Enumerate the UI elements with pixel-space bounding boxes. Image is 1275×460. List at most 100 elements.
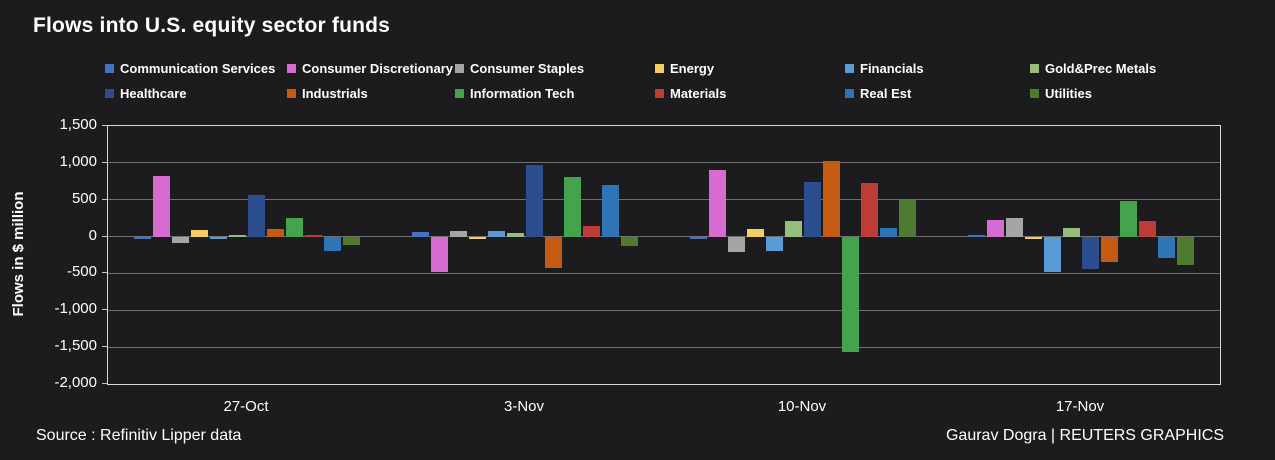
source-text: Source : Refinitiv Lipper data — [36, 427, 242, 444]
legend-swatch-utilities — [1030, 89, 1039, 98]
gridline-500 — [108, 199, 1220, 201]
gridline-1000 — [108, 162, 1220, 164]
bar-communication-services-10-nov — [690, 236, 707, 239]
y-tick-label--500: -500 — [66, 263, 97, 281]
bar-information-tech-3-nov — [564, 176, 581, 237]
page-title: Flows into U.S. equity sector funds — [33, 14, 391, 37]
legend-swatch-information-tech — [455, 89, 464, 98]
legend-label-healthcare: Healthcare — [120, 86, 187, 101]
legend-item-gold-prec-metals: Gold&Prec Metals — [1030, 61, 1156, 76]
bar-utilities-10-nov — [899, 200, 916, 237]
y-tick-label-1500: 1,500 — [59, 116, 97, 133]
legend-label-utilities: Utilities — [1045, 86, 1092, 101]
bar-real-est-3-nov — [602, 185, 619, 237]
bar-communication-services-27-oct — [134, 236, 151, 239]
y-tick-mark--1500 — [102, 346, 107, 348]
bar-financials-27-oct — [210, 236, 227, 239]
legend-item-materials: Materials — [655, 86, 726, 101]
legend-swatch-communication-services — [105, 64, 114, 73]
legend-label-gold-prec-metals: Gold&Prec Metals — [1045, 61, 1157, 76]
bar-consumer-staples-17-nov — [1006, 217, 1023, 237]
bar-real-est-10-nov — [880, 227, 897, 237]
gridline--1500 — [108, 346, 1220, 348]
legend-label-financials: Financials — [860, 61, 924, 76]
bar-financials-10-nov — [766, 236, 783, 251]
y-tick-mark-1500 — [102, 125, 107, 126]
bar-gold-prec-metals-3-nov — [507, 232, 524, 237]
bar-information-tech-10-nov — [842, 236, 859, 352]
legend-swatch-financials — [845, 64, 854, 73]
bar-communication-services-3-nov — [412, 232, 429, 237]
legend-swatch-consumer-staples — [455, 64, 464, 73]
y-tick-mark--2000 — [102, 383, 107, 384]
gridline--1000 — [108, 309, 1220, 311]
bar-industrials-17-nov — [1101, 236, 1118, 262]
gridline--500 — [108, 272, 1220, 274]
bar-energy-27-oct — [191, 229, 208, 237]
bar-consumer-discretionary-17-nov — [987, 220, 1004, 237]
bar-materials-17-nov — [1139, 221, 1156, 237]
bar-energy-17-nov — [1025, 236, 1042, 239]
bar-materials-10-nov — [861, 182, 878, 237]
legend-item-industrials: Industrials — [287, 86, 368, 101]
legend-label-real-est: Real Est — [860, 86, 912, 101]
legend-item-healthcare: Healthcare — [105, 86, 186, 101]
credit-text: Gaurav Dogra | REUTERS GRAPHICS — [945, 427, 1224, 444]
bar-consumer-staples-10-nov — [728, 236, 745, 253]
legend-label-energy: Energy — [670, 61, 715, 76]
legend-item-consumer-discretionary: Consumer Discretionary — [287, 61, 453, 76]
bar-healthcare-3-nov — [526, 164, 543, 237]
bar-healthcare-10-nov — [804, 181, 821, 237]
bar-consumer-discretionary-27-oct — [153, 176, 170, 237]
legend-item-energy: Energy — [655, 61, 714, 76]
y-tick-label--1000: -1,000 — [54, 300, 97, 318]
y-tick-mark-0 — [102, 235, 107, 237]
y-tick-mark--1000 — [102, 309, 107, 311]
bar-gold-prec-metals-27-oct — [229, 234, 246, 237]
bar-consumer-discretionary-3-nov — [431, 236, 448, 272]
bar-consumer-staples-3-nov — [450, 231, 467, 237]
bar-energy-10-nov — [747, 228, 764, 237]
legend-item-consumer-staples: Consumer Staples — [455, 61, 584, 76]
legend-swatch-energy — [655, 64, 664, 73]
legend-item-real-est: Real Est — [845, 86, 911, 101]
y-tick-label--1500: -1,500 — [54, 337, 97, 355]
x-axis-label-27-oct: 27-Oct — [223, 398, 269, 415]
bar-utilities-3-nov — [621, 236, 638, 247]
bar-financials-3-nov — [488, 230, 505, 237]
y-tick-label-0: 0 — [88, 226, 97, 244]
legend-label-consumer-staples: Consumer Staples — [470, 61, 585, 76]
bar-consumer-staples-27-oct — [172, 236, 189, 244]
bar-utilities-27-oct — [343, 236, 360, 246]
bar-gold-prec-metals-10-nov — [785, 220, 802, 237]
y-tick-label--2000: -2,000 — [54, 374, 97, 391]
y-tick-label-1000: 1,000 — [59, 152, 97, 170]
legend-item-utilities: Utilities — [1030, 86, 1092, 101]
bar-energy-3-nov — [469, 236, 486, 239]
bar-information-tech-17-nov — [1120, 201, 1137, 237]
bar-real-est-17-nov — [1158, 236, 1175, 258]
x-axis-label-17-nov: 17-Nov — [1055, 398, 1105, 415]
legend-label-communication-services: Communication Services — [120, 61, 276, 76]
bar-consumer-discretionary-10-nov — [709, 170, 726, 237]
legend-swatch-gold-prec-metals — [1030, 64, 1039, 73]
legend-label-consumer-discretionary: Consumer Discretionary — [302, 61, 453, 76]
bar-information-tech-27-oct — [286, 218, 303, 237]
legend-item-information-tech: Information Tech — [455, 86, 574, 101]
bar-materials-3-nov — [583, 225, 600, 237]
legend-label-industrials: Industrials — [302, 86, 368, 101]
legend-item-communication-services: Communication Services — [105, 61, 275, 76]
bar-materials-27-oct — [305, 234, 322, 237]
bar-real-est-27-oct — [324, 236, 341, 251]
bar-healthcare-17-nov — [1082, 236, 1099, 270]
bar-industrials-10-nov — [823, 160, 840, 237]
bar-industrials-27-oct — [267, 229, 284, 237]
x-axis-label-10-nov: 10-Nov — [777, 398, 827, 415]
bar-communication-services-17-nov — [968, 234, 985, 237]
legend-label-materials: Materials — [670, 86, 727, 101]
legend-swatch-materials — [655, 89, 664, 98]
y-tick-mark--500 — [102, 272, 107, 274]
gridline-0 — [108, 236, 1220, 238]
legend-swatch-consumer-discretionary — [287, 64, 296, 73]
